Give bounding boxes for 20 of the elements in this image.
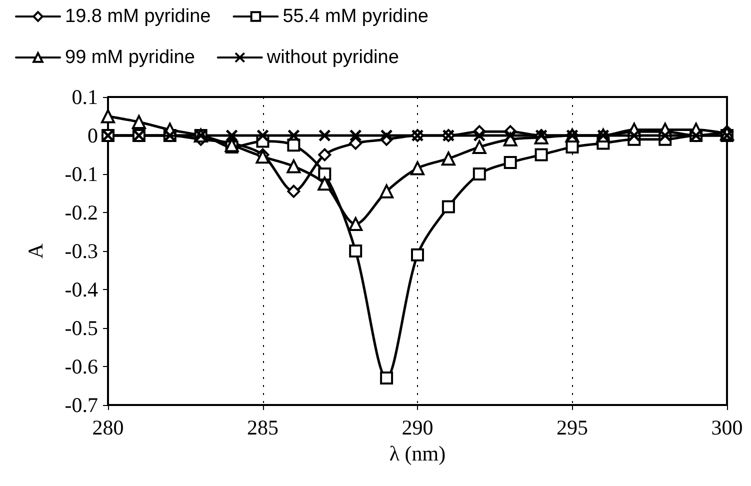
y-tick-label: -0.2 (64, 200, 98, 224)
y-axis-title: A (24, 242, 48, 259)
x-tick-label: 300 (711, 416, 743, 440)
y-tick-label: -0.3 (64, 239, 98, 263)
y-tick-label: 0.1 (72, 85, 98, 109)
x-tick-label: 285 (247, 416, 278, 440)
x-axis-title: λ (nm) (389, 441, 446, 466)
y-tick-label: -0.5 (64, 316, 98, 340)
y-tick-label: 0 (88, 124, 98, 148)
legend-label: 99 mM pyridine (65, 47, 195, 68)
y-tick-label: -0.6 (64, 354, 98, 378)
x-tick-label: 295 (556, 416, 588, 440)
x-tick-label: 290 (402, 416, 434, 440)
y-tick-label: -0.1 (64, 162, 98, 186)
y-tick-label: -0.4 (64, 278, 98, 302)
legend-label: without pyridine (266, 47, 399, 68)
x-tick-label: 280 (92, 416, 124, 440)
legend-label: 55.4 mM pyridine (282, 6, 428, 27)
legend-label: 19.8 mM pyridine (65, 6, 211, 27)
y-tick-label: -0.7 (64, 393, 98, 417)
